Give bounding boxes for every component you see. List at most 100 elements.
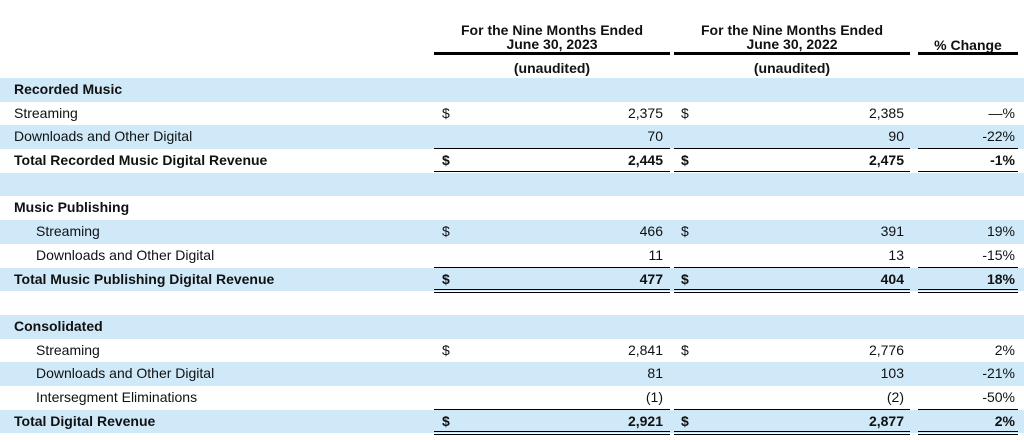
section-title-music-publishing: Music Publishing [0, 196, 1024, 220]
column-header-2023: For the Nine Months Ended June 30, 2023 [434, 23, 670, 51]
value-2022: 2,877 [868, 412, 904, 429]
column-header-2023-line1: For the Nine Months Ended [461, 22, 643, 38]
value-2022: 2,475 [868, 152, 904, 169]
pct-change: -50% [982, 388, 1015, 405]
value-2022: 90 [888, 128, 904, 145]
value-2022: 404 [880, 270, 904, 287]
currency-symbol: $ [442, 104, 450, 121]
row-label: Streaming [14, 104, 78, 121]
total-double-rule [674, 431, 910, 436]
currency-symbol: $ [681, 412, 689, 429]
section-title: Music Publishing [14, 199, 130, 216]
pct-change: 2% [994, 341, 1015, 358]
total-double-rule [918, 431, 1018, 436]
currency-symbol: $ [442, 412, 450, 429]
subtotal-rule [918, 408, 1018, 410]
header-rule-pct [918, 52, 1018, 55]
pct-change: -15% [982, 246, 1015, 263]
subtotal-rule [434, 148, 670, 150]
currency-symbol: $ [442, 341, 450, 358]
table-row-total: Total Recorded Music Digital Revenue $ 2… [0, 149, 1024, 175]
total-double-rule [918, 289, 1018, 294]
header-rule-2023 [434, 52, 670, 55]
spacer-row [0, 172, 1024, 197]
table-row: Downloads and Other Digital 11 13 -15% [0, 244, 1024, 268]
value-2023: 81 [647, 365, 663, 382]
column-header-2022-line1: For the Nine Months Ended [701, 22, 883, 38]
total-double-rule [674, 289, 910, 294]
row-label: Intersegment Eliminations [36, 388, 198, 405]
currency-symbol: $ [681, 341, 689, 358]
row-label: Total Recorded Music Digital Revenue [14, 152, 268, 169]
table-row: Streaming $ 466 $ 391 19% [0, 220, 1024, 244]
value-2023: (1) [645, 388, 663, 405]
row-label: Total Digital Revenue [14, 412, 156, 429]
value-2022: 2,776 [868, 341, 904, 358]
row-label: Downloads and Other Digital [14, 128, 193, 145]
pct-change: —% [988, 104, 1015, 121]
subtotal-rule [434, 266, 670, 268]
pct-change: 19% [986, 223, 1015, 240]
subtotal-rule [674, 148, 910, 150]
spacer-row [0, 291, 1024, 315]
pct-change: 18% [986, 270, 1015, 287]
currency-symbol: $ [442, 152, 450, 169]
table-row-total: Total Music Publishing Digital Revenue $… [0, 267, 1024, 294]
section-title: Consolidated [14, 317, 103, 334]
currency-symbol: $ [442, 223, 450, 240]
pct-change: -21% [982, 365, 1015, 382]
currency-symbol: $ [681, 270, 689, 287]
section-title-recorded-music: Recorded Music [0, 78, 1024, 102]
pct-change: 2% [994, 412, 1015, 429]
currency-symbol: $ [681, 104, 689, 121]
table-row: Streaming $ 2,841 $ 2,776 2% [0, 339, 1024, 363]
row-label: Downloads and Other Digital [36, 246, 215, 263]
pct-change: -1% [990, 152, 1015, 169]
value-2022: (2) [886, 388, 904, 405]
column-header-2022-line2: June 30, 2022 [746, 36, 838, 52]
pct-change: -22% [982, 128, 1015, 145]
table-row: Intersegment Eliminations (1) (2) -50% [0, 386, 1024, 410]
value-2022: 103 [880, 365, 904, 382]
total-double-rule [434, 289, 670, 294]
subtotal-rule [434, 408, 670, 410]
value-2023: 11 [648, 246, 663, 263]
value-2023: 2,445 [627, 152, 663, 169]
currency-symbol: $ [681, 152, 689, 169]
row-label: Streaming [36, 341, 100, 358]
row-label: Total Music Publishing Digital Revenue [14, 270, 275, 287]
table-row-total: Total Digital Revenue $ 2,921 $ 2,877 2% [0, 409, 1024, 436]
subtotal-rule [918, 148, 1018, 150]
unaudited-label-2023: (unaudited) [513, 60, 591, 76]
column-header-pct-change: % Change [934, 37, 1002, 53]
value-2023: 70 [647, 128, 663, 145]
value-2023: 466 [639, 223, 663, 240]
subtotal-rule [674, 266, 910, 268]
subtotal-rule [918, 266, 1018, 268]
row-label: Streaming [36, 223, 100, 240]
section-title: Recorded Music [14, 81, 123, 97]
column-header-2023-line2: June 30, 2023 [506, 36, 598, 52]
table-body: Recorded Music Streaming $ 2,375 $ 2,385… [0, 78, 1024, 436]
table-row: Downloads and Other Digital 70 90 -22% [0, 125, 1024, 150]
section-title-consolidated: Consolidated [0, 314, 1024, 339]
value-2022: 391 [880, 223, 904, 240]
currency-symbol: $ [681, 223, 689, 240]
value-2022: 2,385 [868, 104, 904, 121]
value-2023: 2,841 [627, 341, 663, 358]
column-header-2022: For the Nine Months Ended June 30, 2022 [674, 23, 910, 51]
table-row: Streaming $ 2,375 $ 2,385 —% [0, 102, 1024, 126]
value-2023: 2,375 [627, 104, 663, 121]
table-row: Downloads and Other Digital 81 103 -21% [0, 362, 1024, 386]
unaudited-label-2022: (unaudited) [753, 60, 831, 76]
total-double-rule [434, 431, 670, 436]
subtotal-rule [674, 408, 910, 410]
currency-symbol: $ [442, 270, 450, 287]
header-rule-2022 [674, 52, 910, 55]
value-2022: 13 [888, 246, 904, 263]
value-2023: 477 [639, 270, 663, 287]
row-label: Downloads and Other Digital [36, 365, 215, 382]
value-2023: 2,921 [627, 412, 663, 429]
table-header: For the Nine Months Ended June 30, 2023 … [0, 0, 1024, 80]
